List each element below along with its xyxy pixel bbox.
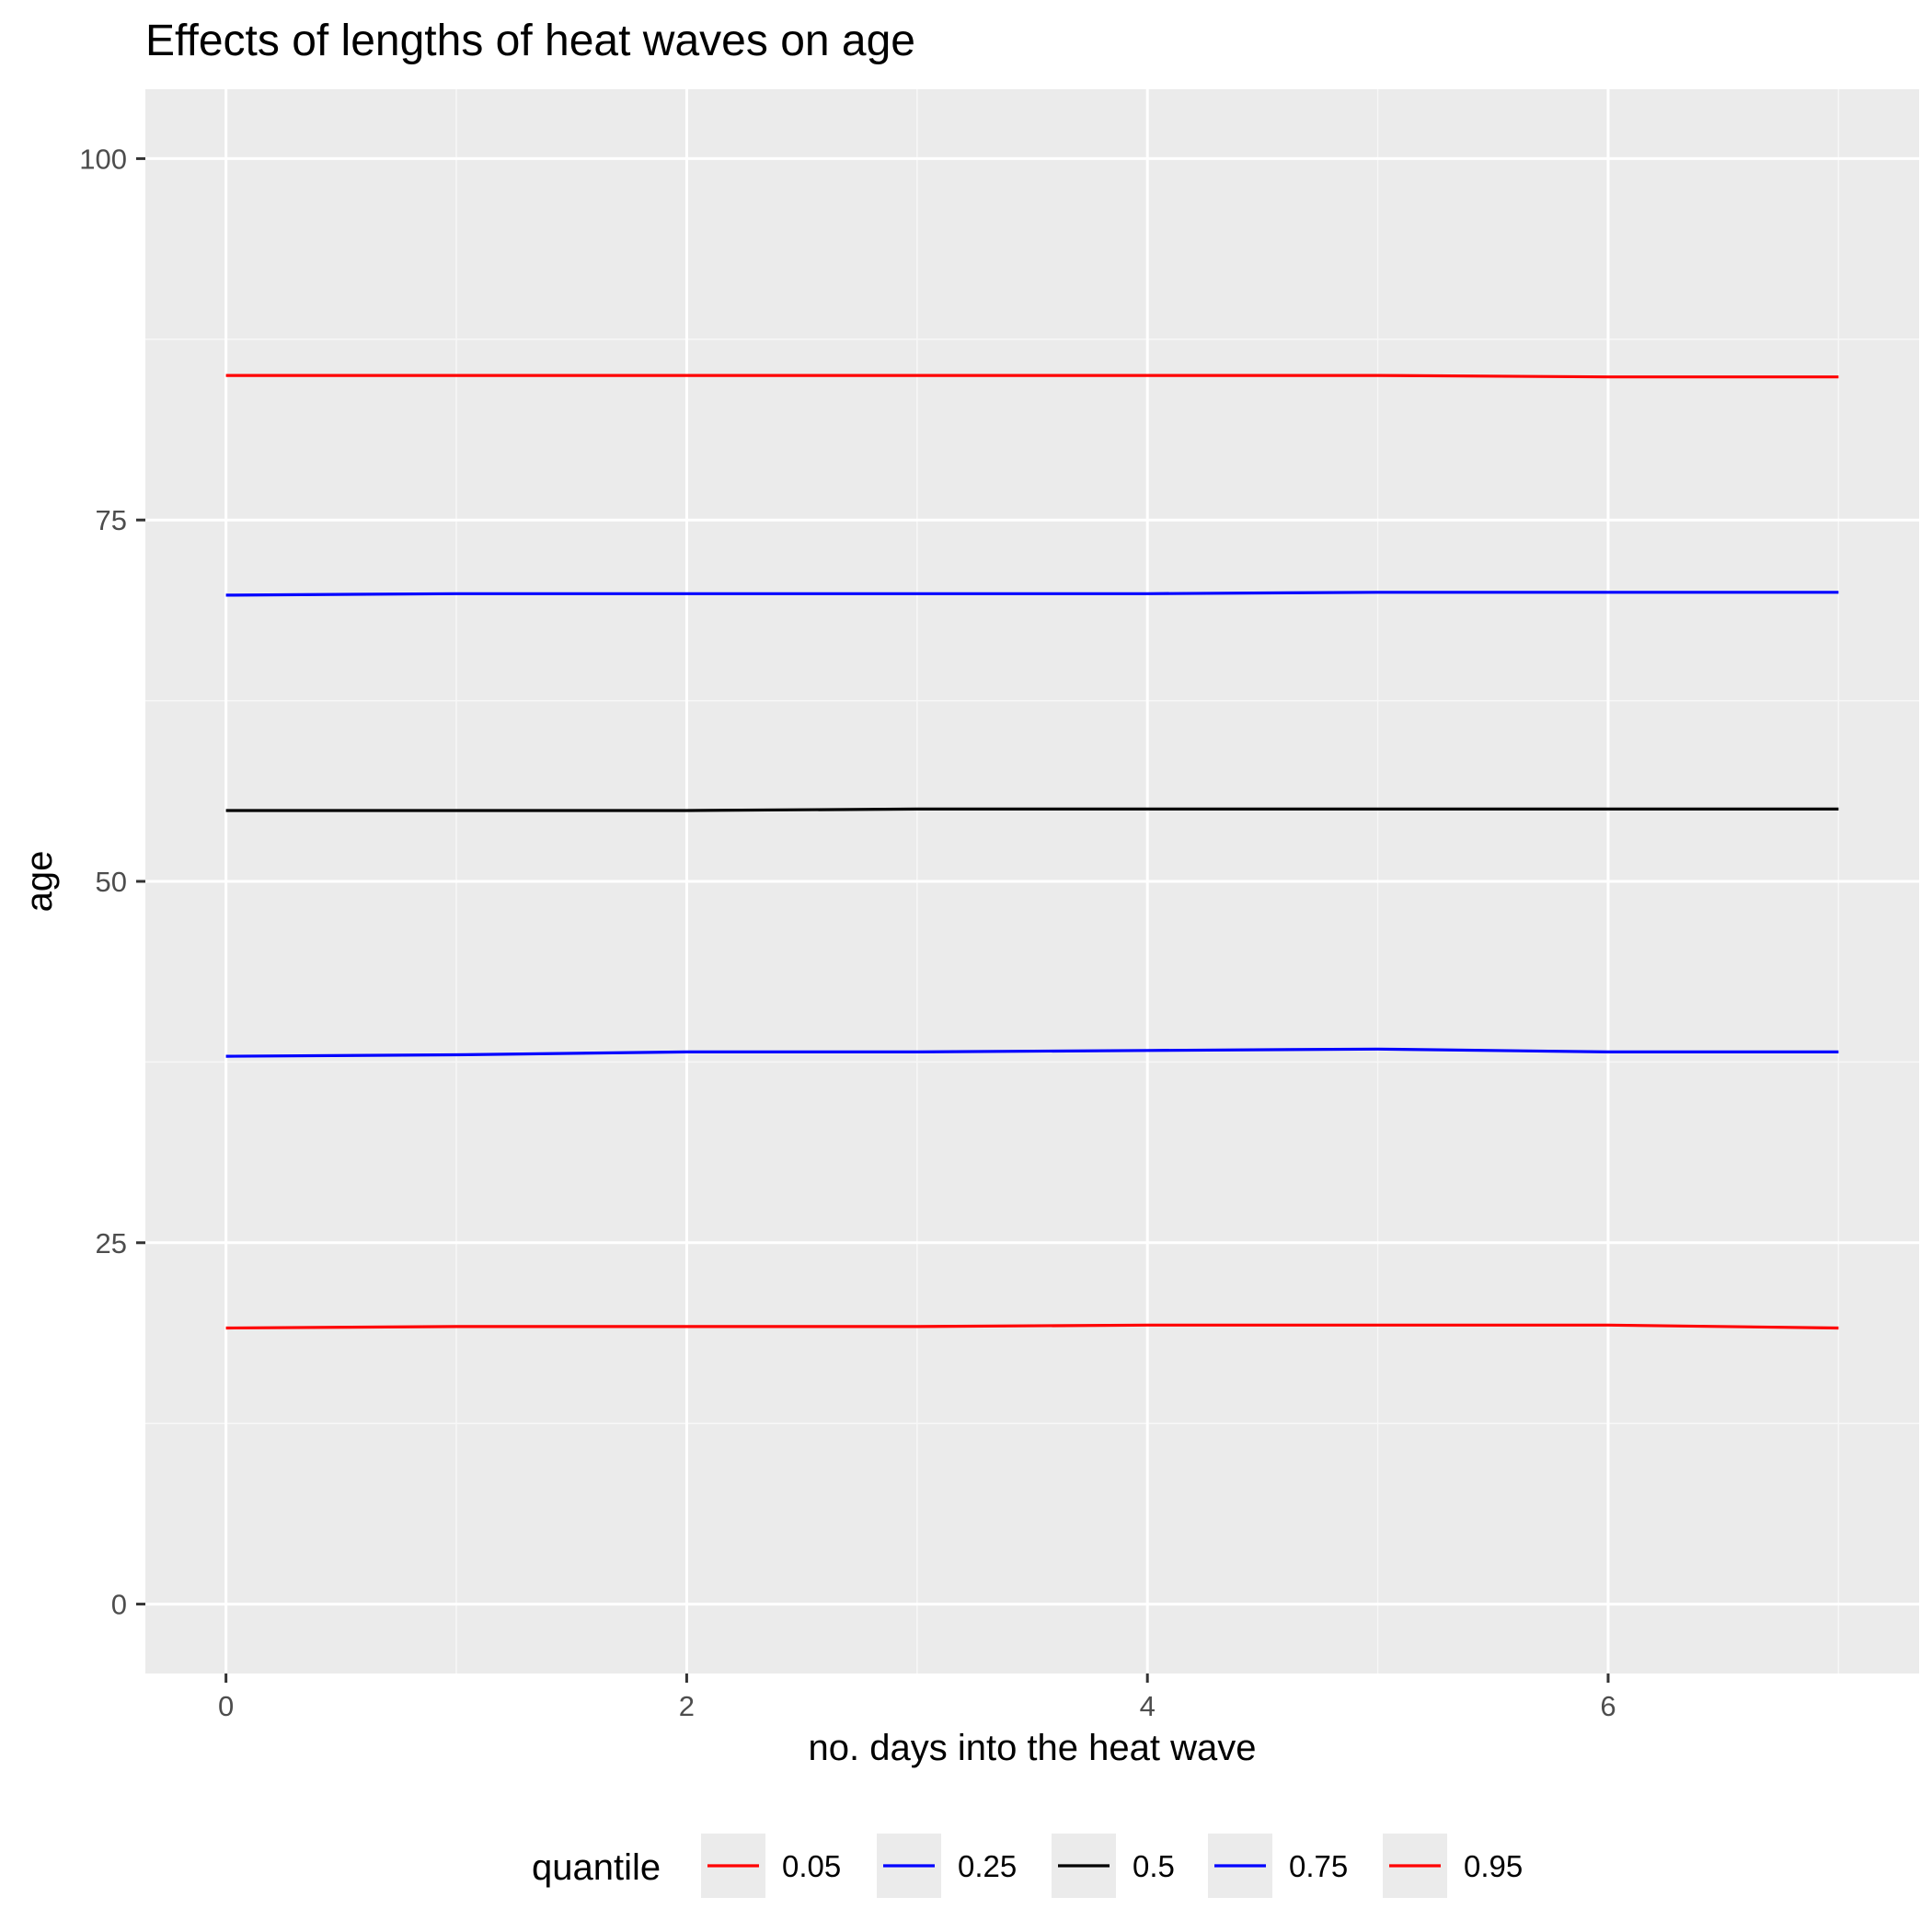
y-tick-label: 0 (111, 1589, 127, 1621)
series-line-0.95 (225, 374, 1839, 379)
x-tick-label: 0 (218, 1690, 234, 1722)
x-tick-label: 2 (679, 1690, 695, 1722)
legend-label-0.75: 0.75 (1289, 1849, 1348, 1883)
series-line-0.5 (225, 807, 1839, 812)
series-line-0.75 (225, 591, 1839, 597)
y-axis-title: age (19, 851, 60, 913)
legend-items: 0.05 0.25 0.5 0.75 0.95 (701, 1834, 1523, 1898)
x-tick-label: 6 (1600, 1690, 1616, 1722)
series-line-0.05 (225, 1323, 1839, 1330)
y-tick-label: 100 (79, 143, 127, 175)
y-axis: 0 25 50 75 100 (79, 143, 145, 1621)
x-axis-title: no. days into the heat wave (809, 1728, 1257, 1768)
series-line-0.25 (225, 1047, 1839, 1058)
chart-title: Effects of lengths of heat waves on age (145, 17, 915, 65)
legend-label-0.05: 0.05 (782, 1849, 841, 1883)
legend-label-0.95: 0.95 (1464, 1849, 1523, 1883)
series-lines (225, 374, 1839, 1330)
legend-label-0.25: 0.25 (958, 1849, 1017, 1883)
y-tick-label: 50 (96, 866, 127, 898)
y-tick-label: 75 (96, 504, 127, 536)
legend: quantile 0.05 0.25 0.5 0.75 0.95 (532, 1834, 1523, 1898)
y-tick-label: 25 (96, 1227, 127, 1259)
legend-label-0.5: 0.5 (1133, 1849, 1175, 1883)
x-tick-label: 4 (1140, 1690, 1156, 1722)
major-gridlines (145, 89, 1919, 1673)
x-axis: 0 2 4 6 (218, 1673, 1616, 1722)
legend-title: quantile (532, 1847, 661, 1888)
